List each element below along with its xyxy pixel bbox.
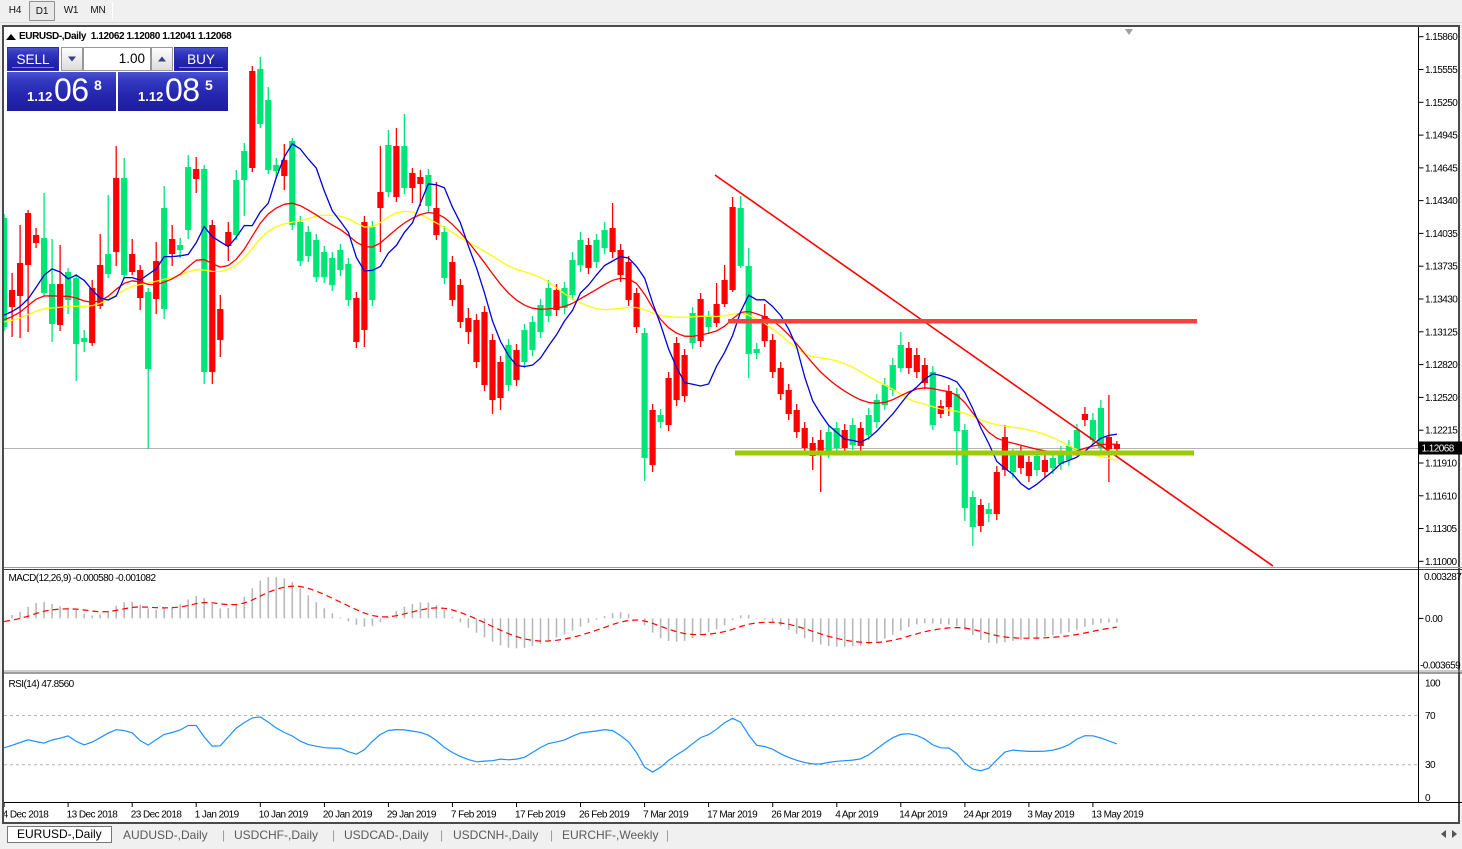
- svg-text:1.15555: 1.15555: [1425, 65, 1458, 76]
- svg-text:0.003287: 0.003287: [1424, 572, 1462, 583]
- svg-text:1.14035: 1.14035: [1425, 229, 1458, 240]
- svg-text:1.14645: 1.14645: [1425, 163, 1458, 174]
- svg-text:10 Jan 2019: 10 Jan 2019: [259, 810, 309, 821]
- svg-text:14 Apr 2019: 14 Apr 2019: [899, 810, 948, 821]
- svg-text:RSI(14) 47.8560: RSI(14) 47.8560: [9, 679, 75, 690]
- svg-text:0.00: 0.00: [1425, 614, 1443, 625]
- svg-text:30: 30: [1425, 760, 1436, 771]
- svg-text:1.12215: 1.12215: [1425, 426, 1458, 437]
- svg-text:1.11910: 1.11910: [1425, 459, 1458, 470]
- svg-text:13 May 2019: 13 May 2019: [1091, 810, 1144, 821]
- svg-text:70: 70: [1425, 711, 1436, 722]
- svg-text:-0.003659: -0.003659: [1420, 661, 1461, 672]
- svg-text:26 Mar 2019: 26 Mar 2019: [771, 810, 822, 821]
- svg-text:100: 100: [1425, 679, 1441, 690]
- svg-text:MACD(12,26,9) -0.000580 -0.001: MACD(12,26,9) -0.000580 -0.001082: [9, 573, 157, 584]
- svg-text:23 Dec 2018: 23 Dec 2018: [131, 810, 183, 821]
- svg-text:1.15860: 1.15860: [1425, 32, 1458, 43]
- svg-text:1.14945: 1.14945: [1425, 131, 1458, 142]
- svg-text:3 May 2019: 3 May 2019: [1027, 810, 1075, 821]
- svg-text:24 Apr 2019: 24 Apr 2019: [963, 810, 1012, 821]
- svg-text:29 Jan 2019: 29 Jan 2019: [387, 810, 437, 821]
- svg-text:1.11305: 1.11305: [1425, 524, 1458, 535]
- svg-text:4 Apr 2019: 4 Apr 2019: [835, 810, 879, 821]
- svg-text:1.12068: 1.12068: [1422, 444, 1455, 455]
- svg-text:1 Jan 2019: 1 Jan 2019: [195, 810, 240, 821]
- svg-text:20 Jan 2019: 20 Jan 2019: [323, 810, 373, 821]
- svg-text:17 Feb 2019: 17 Feb 2019: [515, 810, 566, 821]
- svg-text:1.14340: 1.14340: [1425, 196, 1458, 207]
- svg-text:17 Mar 2019: 17 Mar 2019: [707, 810, 758, 821]
- svg-text:0: 0: [1425, 793, 1431, 804]
- svg-text:1.12520: 1.12520: [1425, 393, 1458, 404]
- svg-text:1.13735: 1.13735: [1425, 262, 1458, 273]
- svg-text:1.11610: 1.11610: [1425, 491, 1458, 502]
- svg-text:4 Dec 2018: 4 Dec 2018: [4, 810, 49, 821]
- svg-text:1.11000: 1.11000: [1425, 557, 1458, 568]
- svg-text:26 Feb 2019: 26 Feb 2019: [579, 810, 630, 821]
- svg-text:7 Feb 2019: 7 Feb 2019: [451, 810, 497, 821]
- svg-text:1.15250: 1.15250: [1425, 98, 1458, 109]
- svg-text:1.13430: 1.13430: [1425, 295, 1458, 306]
- svg-text:7 Mar 2019: 7 Mar 2019: [643, 810, 689, 821]
- svg-text:13 Dec 2018: 13 Dec 2018: [67, 810, 119, 821]
- svg-text:1.13125: 1.13125: [1425, 327, 1458, 338]
- svg-text:1.12820: 1.12820: [1425, 360, 1458, 371]
